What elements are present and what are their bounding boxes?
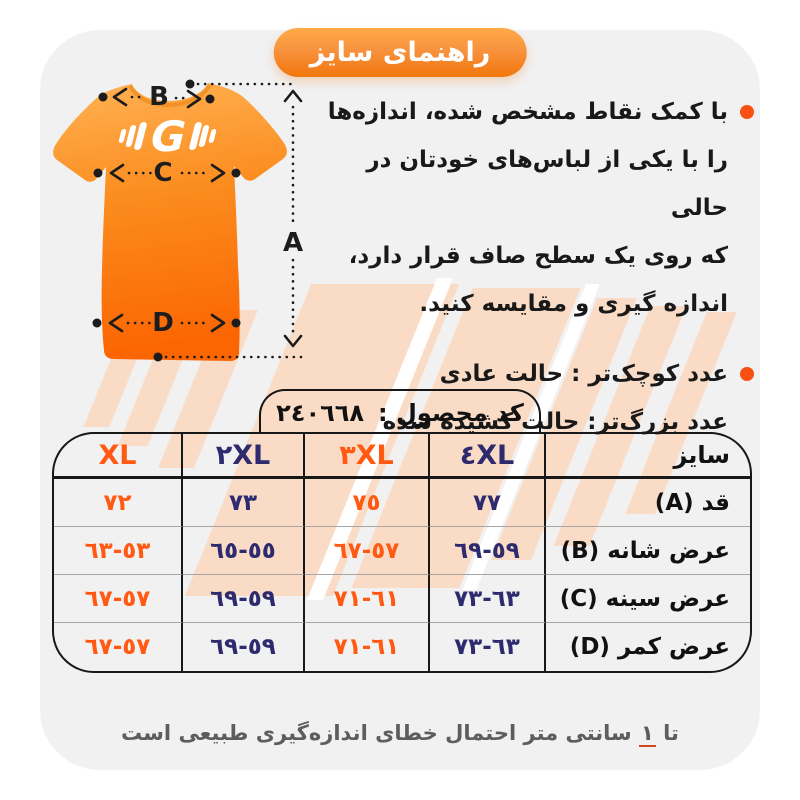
tshirt-illustration: G xyxy=(53,83,287,361)
table-value: ٥٧-٦٧ xyxy=(305,527,430,575)
measure-label-a: A xyxy=(282,228,304,258)
table-value: ٥٩-٦٩ xyxy=(430,527,546,575)
instruction-line: با کمک نقاط مشخص شده، اندازه‌ها xyxy=(327,99,728,125)
size-column-header-2xl: ٢XL xyxy=(183,434,305,479)
size-column-header-4xl: ٤XL xyxy=(430,434,546,479)
measure-label-d: D xyxy=(152,308,174,338)
table-value: ٦٣-٧٣ xyxy=(430,623,546,671)
instructions-block: با کمک نقاط مشخص شده، اندازه‌ها را با یک… xyxy=(318,88,754,446)
product-code-label: کد محصول : xyxy=(378,398,524,427)
table-value: ٦١-٧١ xyxy=(305,623,430,671)
table-value: ٧٢ xyxy=(54,479,183,527)
product-code-tab: کد محصول : ٢٤٠٦٦٨ xyxy=(259,389,541,434)
table-value: ٥٣-٦٣ xyxy=(54,527,183,575)
table-value: ٥٥-٦٥ xyxy=(183,527,305,575)
measure-label-b: B xyxy=(149,82,169,112)
instruction-line: که روی یک سطح صاف قرار دارد، xyxy=(348,243,728,269)
instruction-paragraph-1: با کمک نقاط مشخص شده، اندازه‌ها را با یک… xyxy=(318,88,754,328)
bullet-dot-icon xyxy=(740,105,754,119)
table-value: ٧٥ xyxy=(305,479,430,527)
size-table-corner-header: سایز xyxy=(546,434,750,479)
tshirt-measure-diagram: G xyxy=(53,79,304,362)
product-code-value: ٢٤٠٦٦٨ xyxy=(276,398,365,427)
measurement-dots xyxy=(92,79,241,362)
table-row-label: عرض سینه (C) xyxy=(546,575,750,623)
table-row-label: قد (A) xyxy=(546,479,750,527)
size-column-header-xl: XL xyxy=(54,434,183,479)
size-guide-title-badge: راهنمای سایز xyxy=(273,28,527,77)
table-value: ٥٩-٦٩ xyxy=(183,623,305,671)
instruction-line: عدد بزرگ‌تر: حالت کشیده شده xyxy=(382,409,728,435)
table-value: ٦٣-٧٣ xyxy=(430,575,546,623)
size-table: XL ٢XL ٣XL ٤XL سایز ٧٢ ٧٣ ٧٥ ٧٧ قد (A) ٥… xyxy=(52,432,752,673)
table-row-label: عرض شانه (B) xyxy=(546,527,750,575)
table-value: ٥٧-٦٧ xyxy=(54,623,183,671)
instruction-line: اندازه گیری و مقایسه کنید. xyxy=(419,291,728,317)
table-value: ٧٣ xyxy=(183,479,305,527)
instruction-line: عدد کوچک‌تر : حالت عادی xyxy=(439,361,728,387)
instruction-paragraph-2: عدد کوچک‌تر : حالت عادی عدد بزرگ‌تر: حال… xyxy=(318,350,754,446)
bullet-dot-icon xyxy=(740,367,754,381)
instruction-line: را با یکی از لباس‌های خودتان در حالی xyxy=(366,147,728,221)
table-value: ٥٩-٦٩ xyxy=(183,575,305,623)
table-value: ٧٧ xyxy=(430,479,546,527)
table-value: ٦١-٧١ xyxy=(305,575,430,623)
note-underlined-digit: ۱ xyxy=(639,721,656,747)
size-column-header-3xl: ٣XL xyxy=(305,434,430,479)
note-text: سانتی متر احتمال خطای اندازه‌گیری طبیعی … xyxy=(121,721,632,745)
measurement-tolerance-note: تا ۱ سانتی متر احتمال خطای اندازه‌گیری ط… xyxy=(40,721,760,747)
table-value: ٥٧-٦٧ xyxy=(54,575,183,623)
note-prefix: تا xyxy=(663,721,679,745)
measure-label-c: C xyxy=(153,158,173,188)
table-row-label: عرض کمر (D) xyxy=(569,634,730,660)
measurement-arrows xyxy=(108,82,304,359)
